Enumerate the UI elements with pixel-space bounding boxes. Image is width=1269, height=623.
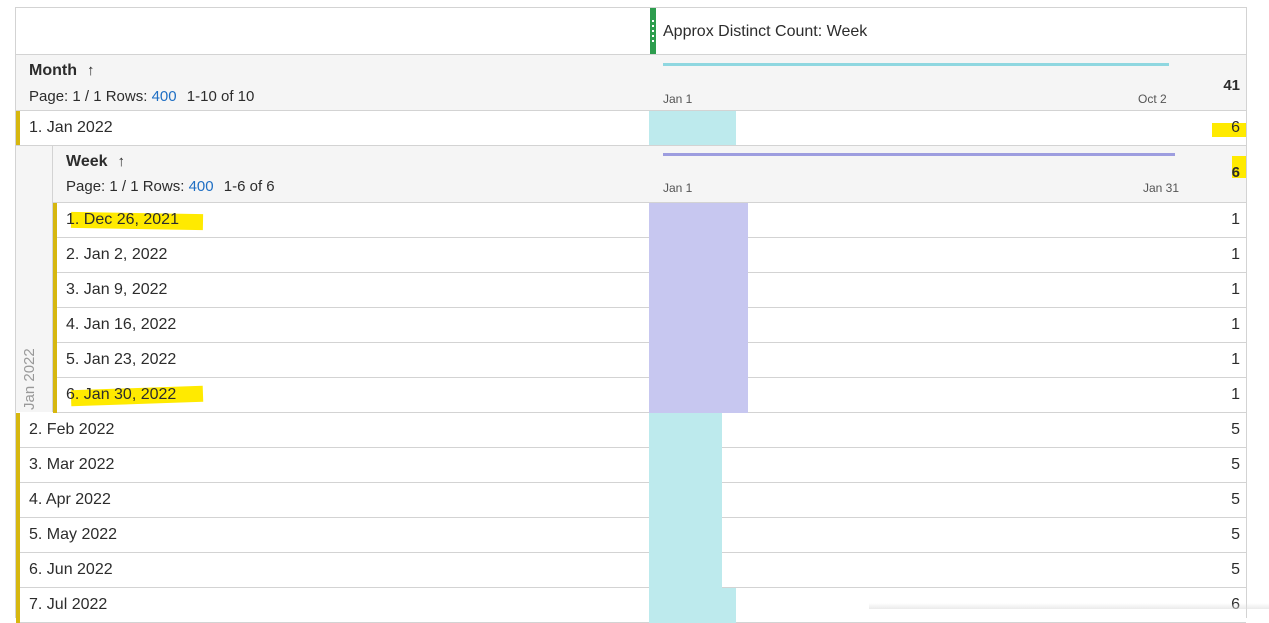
rows-per-page-selector[interactable]: 400 xyxy=(151,88,177,105)
row-label[interactable]: 7. Jul 2022 xyxy=(29,596,108,613)
row-value: 1 xyxy=(1231,211,1240,228)
row-value: 1 xyxy=(1231,386,1240,403)
week-paging: Page: 1 / 1 Rows: 400 1-6 of 6 xyxy=(66,178,275,195)
month-dimension-title[interactable]: Month xyxy=(29,62,77,79)
row-bar xyxy=(649,238,748,273)
table-row[interactable]: 6. Jun 2022 5 xyxy=(16,553,1246,588)
sort-ascending-icon[interactable]: ↑ xyxy=(117,153,126,170)
row-value: 1 xyxy=(1231,351,1240,368)
highlight-mark xyxy=(1232,156,1246,178)
table-row[interactable]: 1. Jan 2022 6 xyxy=(16,111,1246,146)
week-breakdown: Jan 2022 Week ↑ Page: 1 / 1 Rows: 400 1-6… xyxy=(16,146,1246,413)
table-row[interactable]: 5. May 2022 5 xyxy=(16,518,1246,553)
page-label: Page: 1 / 1 Rows: xyxy=(29,88,148,105)
row-label[interactable]: 5. Jan 23, 2022 xyxy=(66,351,177,368)
row-label[interactable]: 4. Apr 2022 xyxy=(29,491,111,508)
row-accent xyxy=(53,273,57,308)
rows-per-page-selector[interactable]: 400 xyxy=(188,178,214,195)
row-value: 1 xyxy=(1231,316,1240,333)
table-column-header: Approx Distinct Count: Week xyxy=(16,8,1246,55)
table-row[interactable]: 2. Feb 2022 5 xyxy=(16,413,1246,448)
month-total-value: 41 xyxy=(1223,77,1240,94)
row-accent xyxy=(16,553,20,588)
axis-start-label: Jan 1 xyxy=(663,92,693,106)
row-value: 5 xyxy=(1231,491,1240,508)
row-accent xyxy=(53,203,57,238)
row-label[interactable]: 3. Jan 9, 2022 xyxy=(66,281,168,298)
highlight-mark xyxy=(1212,123,1246,137)
row-label[interactable]: 2. Jan 2, 2022 xyxy=(66,246,168,263)
row-accent xyxy=(16,448,20,483)
breakdown-side-label: Jan 2022 xyxy=(21,348,38,410)
row-label[interactable]: 6. Jun 2022 xyxy=(29,561,113,578)
axis-end-label: Oct 2 xyxy=(1138,92,1167,106)
row-bar xyxy=(649,553,722,588)
axis-end-label: Jan 31 xyxy=(1143,181,1180,195)
row-value: 5 xyxy=(1231,421,1240,438)
row-bar xyxy=(649,518,722,553)
week-total-value: 6 xyxy=(1231,164,1240,181)
row-accent xyxy=(16,111,20,145)
row-range: 1-10 of 10 xyxy=(186,88,255,105)
axis-start-label: Jan 1 xyxy=(663,181,693,195)
table-row[interactable]: 4. Apr 2022 5 xyxy=(16,483,1246,518)
month-sparkline xyxy=(663,63,1169,66)
row-label[interactable]: 6. Jan 30, 2022 xyxy=(66,386,177,403)
freeform-table: Approx Distinct Count: Week Month ↑ Page:… xyxy=(15,7,1247,623)
row-value: 6 xyxy=(1231,119,1240,136)
month-paging: Page: 1 / 1 Rows: 400 1-10 of 10 xyxy=(29,88,254,105)
row-bar xyxy=(649,308,748,343)
row-bar xyxy=(649,273,748,308)
week-sparkline xyxy=(663,153,1175,156)
row-accent xyxy=(16,483,20,518)
row-label[interactable]: 2. Feb 2022 xyxy=(29,421,115,438)
row-bar xyxy=(649,343,748,378)
row-value: 5 xyxy=(1231,561,1240,578)
row-value: 1 xyxy=(1231,246,1240,263)
row-bar xyxy=(649,588,736,623)
metric-title[interactable]: Approx Distinct Count: Week xyxy=(663,23,868,40)
row-value: 5 xyxy=(1231,526,1240,543)
row-bar xyxy=(649,378,748,413)
row-label[interactable]: 1. Jan 2022 xyxy=(29,119,113,136)
panel-shadow xyxy=(869,603,1269,609)
row-bar xyxy=(649,483,722,518)
row-value: 1 xyxy=(1231,281,1240,298)
table-row[interactable]: 2. Jan 2, 2022 1 xyxy=(53,238,1246,273)
breakdown-side: Jan 2022 xyxy=(16,146,53,412)
row-accent xyxy=(16,588,20,623)
table-row[interactable]: 3. Mar 2022 5 xyxy=(16,448,1246,483)
table-row[interactable]: 4. Jan 16, 2022 1 xyxy=(53,308,1246,343)
drag-handle-icon[interactable] xyxy=(650,8,656,54)
row-accent xyxy=(16,518,20,553)
month-dimension-header: Month ↑ Page: 1 / 1 Rows: 400 1-10 of 10 … xyxy=(16,55,1246,111)
table-row[interactable]: 5. Jan 23, 2022 1 xyxy=(53,343,1246,378)
row-range: 1-6 of 6 xyxy=(223,178,275,195)
table-row[interactable]: 1. Dec 26, 2021 1 xyxy=(53,203,1246,238)
row-accent xyxy=(53,238,57,273)
row-bar xyxy=(649,413,722,448)
row-bar xyxy=(649,203,748,238)
row-accent xyxy=(53,308,57,343)
table-row[interactable]: 3. Jan 9, 2022 1 xyxy=(53,273,1246,308)
row-accent xyxy=(53,378,57,413)
sort-ascending-icon[interactable]: ↑ xyxy=(86,62,95,79)
row-accent xyxy=(53,343,57,378)
row-accent xyxy=(16,413,20,448)
row-label[interactable]: 3. Mar 2022 xyxy=(29,456,115,473)
page-label: Page: 1 / 1 Rows: xyxy=(66,178,185,195)
week-dimension-title[interactable]: Week xyxy=(66,153,108,170)
week-dimension-header: Week ↑ Page: 1 / 1 Rows: 400 1-6 of 6 Jan… xyxy=(53,146,1246,203)
table-row[interactable]: 6. Jan 30, 2022 1 xyxy=(53,378,1246,413)
row-value: 5 xyxy=(1231,456,1240,473)
row-bar xyxy=(649,111,736,145)
row-label[interactable]: 5. May 2022 xyxy=(29,526,118,543)
row-label[interactable]: 1. Dec 26, 2021 xyxy=(66,211,179,228)
row-bar xyxy=(649,448,722,483)
row-label[interactable]: 4. Jan 16, 2022 xyxy=(66,316,177,333)
